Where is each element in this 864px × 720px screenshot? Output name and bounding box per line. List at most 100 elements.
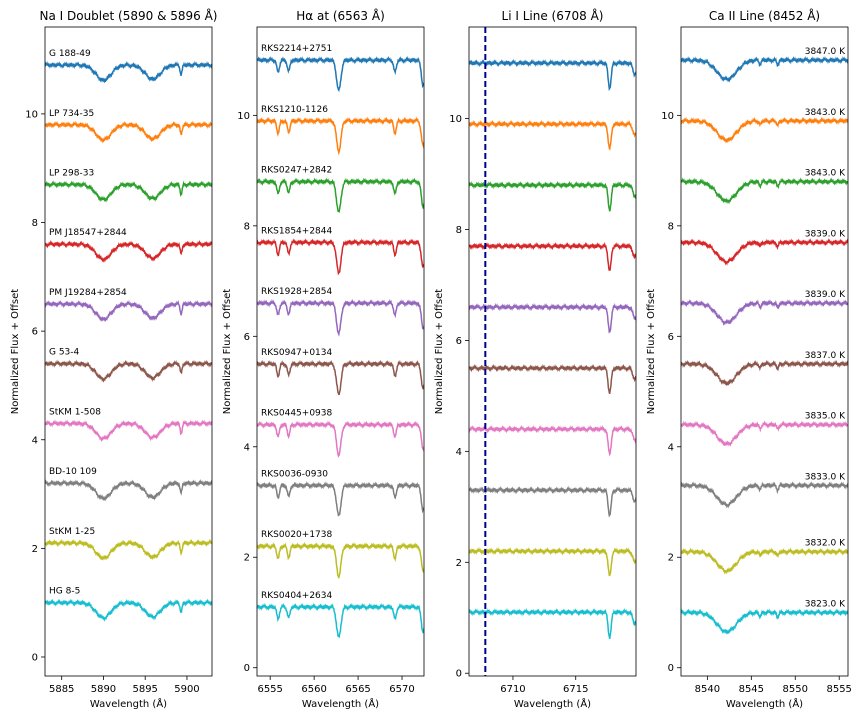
series-label: 3847.0 K [805, 47, 846, 57]
x-tick-label: 6560 [301, 684, 326, 695]
series-label: LP 298-33 [49, 168, 94, 178]
y-axis-label: Normalized Flux + Offset [434, 289, 445, 415]
series-line-5 [469, 302, 636, 334]
series-label: PM J19284+2854 [49, 288, 127, 298]
y-tick-label: 2 [244, 553, 250, 564]
series-label: 3837.0 K [805, 351, 846, 361]
series-label: RKS1854+2844 [261, 226, 332, 236]
series-label: StKM 1-25 [49, 527, 95, 537]
x-tick-label: 5885 [49, 684, 74, 695]
y-tick-label: 4 [668, 442, 674, 453]
series-line-8 [257, 481, 424, 517]
y-tick-label: 6 [456, 336, 462, 347]
series-line-4 [681, 238, 848, 266]
y-tick-label: 4 [456, 447, 462, 458]
series-label: 3843.0 K [805, 108, 846, 118]
series-label: LP 734-35 [49, 109, 94, 119]
panel-3: 6710 6715 0 2 4 6 8 10 Li I Line (6708 Å) Wavelen… [434, 8, 637, 710]
x-tick-label: 5890 [91, 684, 116, 695]
x-tick-label: 5900 [174, 684, 199, 695]
panel-title: Na I Doublet (5890 & 5896 Å) [40, 8, 218, 23]
series-label: RKS0445+0938 [261, 409, 332, 419]
x-tick-label: 6570 [389, 684, 414, 695]
series-label: RKS2214+2751 [261, 44, 332, 54]
series-line-5 [257, 298, 424, 337]
x-tick-label: 8555 [826, 684, 851, 695]
x-tick-label: 6710 [500, 684, 525, 695]
x-axis-label: Wavelength (Å) [514, 697, 591, 710]
x-axis-label: Wavelength (Å) [90, 697, 167, 710]
series-line-5 [45, 299, 212, 323]
x-tick-label: 6555 [257, 684, 282, 695]
axes-frame [468, 26, 637, 677]
series-label: RKS0020+1738 [261, 530, 332, 540]
series-label: HG 8-5 [49, 587, 80, 597]
series-line-6 [681, 359, 848, 386]
x-tick-label: 5895 [132, 684, 157, 695]
series-line-1 [469, 58, 636, 92]
series-label: 3823.0 K [805, 599, 846, 609]
panel-1: G 188-49 LP 734-35 LP 298-33 PM J18547+2844… [10, 8, 218, 710]
series-label: RKS0404+2634 [261, 591, 332, 601]
y-tick-label: 0 [668, 663, 674, 674]
series-line-9 [257, 541, 424, 579]
series-label: PM J18547+2844 [49, 228, 127, 238]
series-label: 3843.0 K [805, 169, 846, 179]
series-label: 3839.0 K [805, 229, 846, 239]
series-line-3 [257, 177, 424, 214]
series-line-9 [681, 547, 848, 575]
series-line-4 [45, 239, 212, 264]
series-line-6 [257, 359, 424, 396]
x-axis-label: Wavelength (Å) [726, 697, 803, 710]
series-line-1 [681, 55, 848, 83]
series-label: RKS0036-0930 [261, 469, 328, 479]
x-tick-label: 6565 [345, 684, 370, 695]
series-line-4 [469, 241, 636, 271]
series-label: RKS1928+2854 [261, 287, 332, 297]
series-line-10 [469, 607, 636, 639]
y-tick-label: 6 [32, 327, 38, 338]
series-label: G 188-49 [49, 49, 91, 59]
y-tick-label: 10 [449, 114, 462, 125]
series-line-7 [469, 424, 636, 457]
series-line-7 [681, 420, 848, 447]
y-tick-label: 8 [32, 218, 38, 229]
series-label: 3832.0 K [805, 539, 846, 549]
axes-frame [256, 26, 425, 677]
y-tick-label: 6 [244, 332, 250, 343]
series-line-4 [257, 238, 424, 276]
series-line-3 [45, 180, 212, 203]
y-tick-label: 2 [32, 544, 38, 555]
panel-4: 3847.0 K 3843.0 K 3843.0 K 3839.0 K 3839.0 K… [646, 8, 852, 710]
series-line-7 [45, 419, 212, 443]
series-line-2 [257, 116, 424, 156]
y-axis-label: Normalized Flux + Offset [10, 289, 21, 415]
series-line-8 [681, 481, 848, 509]
series-line-1 [257, 55, 424, 92]
series-line-2 [45, 120, 212, 144]
series-line-10 [45, 598, 212, 623]
y-tick-label: 4 [244, 442, 250, 453]
y-tick-label: 8 [456, 225, 462, 236]
x-tick-label: 8545 [739, 684, 764, 695]
panel-title: Li I Line (6708 Å) [502, 8, 604, 23]
y-axis-label: Normalized Flux + Offset [646, 289, 657, 415]
y-tick-label: 10 [25, 109, 38, 120]
panel-title: Ca II Line (8452 Å) [709, 8, 820, 23]
series-label: 3833.0 K [805, 472, 846, 482]
y-tick-label: 8 [668, 221, 674, 232]
series-label: BD-10 109 [49, 467, 97, 477]
series-label: 3835.0 K [805, 412, 846, 422]
x-axis-label: Wavelength (Å) [302, 697, 379, 710]
series-line-6 [45, 359, 212, 383]
y-tick-label: 2 [668, 553, 674, 564]
y-tick-label: 8 [244, 221, 250, 232]
y-tick-label: 0 [456, 669, 462, 680]
series-line-10 [257, 602, 424, 639]
axes-frame [44, 26, 213, 677]
series-label: G 53-4 [49, 348, 80, 358]
series-label: 3839.0 K [805, 290, 846, 300]
series-line-9 [469, 546, 636, 577]
series-line-8 [45, 478, 212, 502]
